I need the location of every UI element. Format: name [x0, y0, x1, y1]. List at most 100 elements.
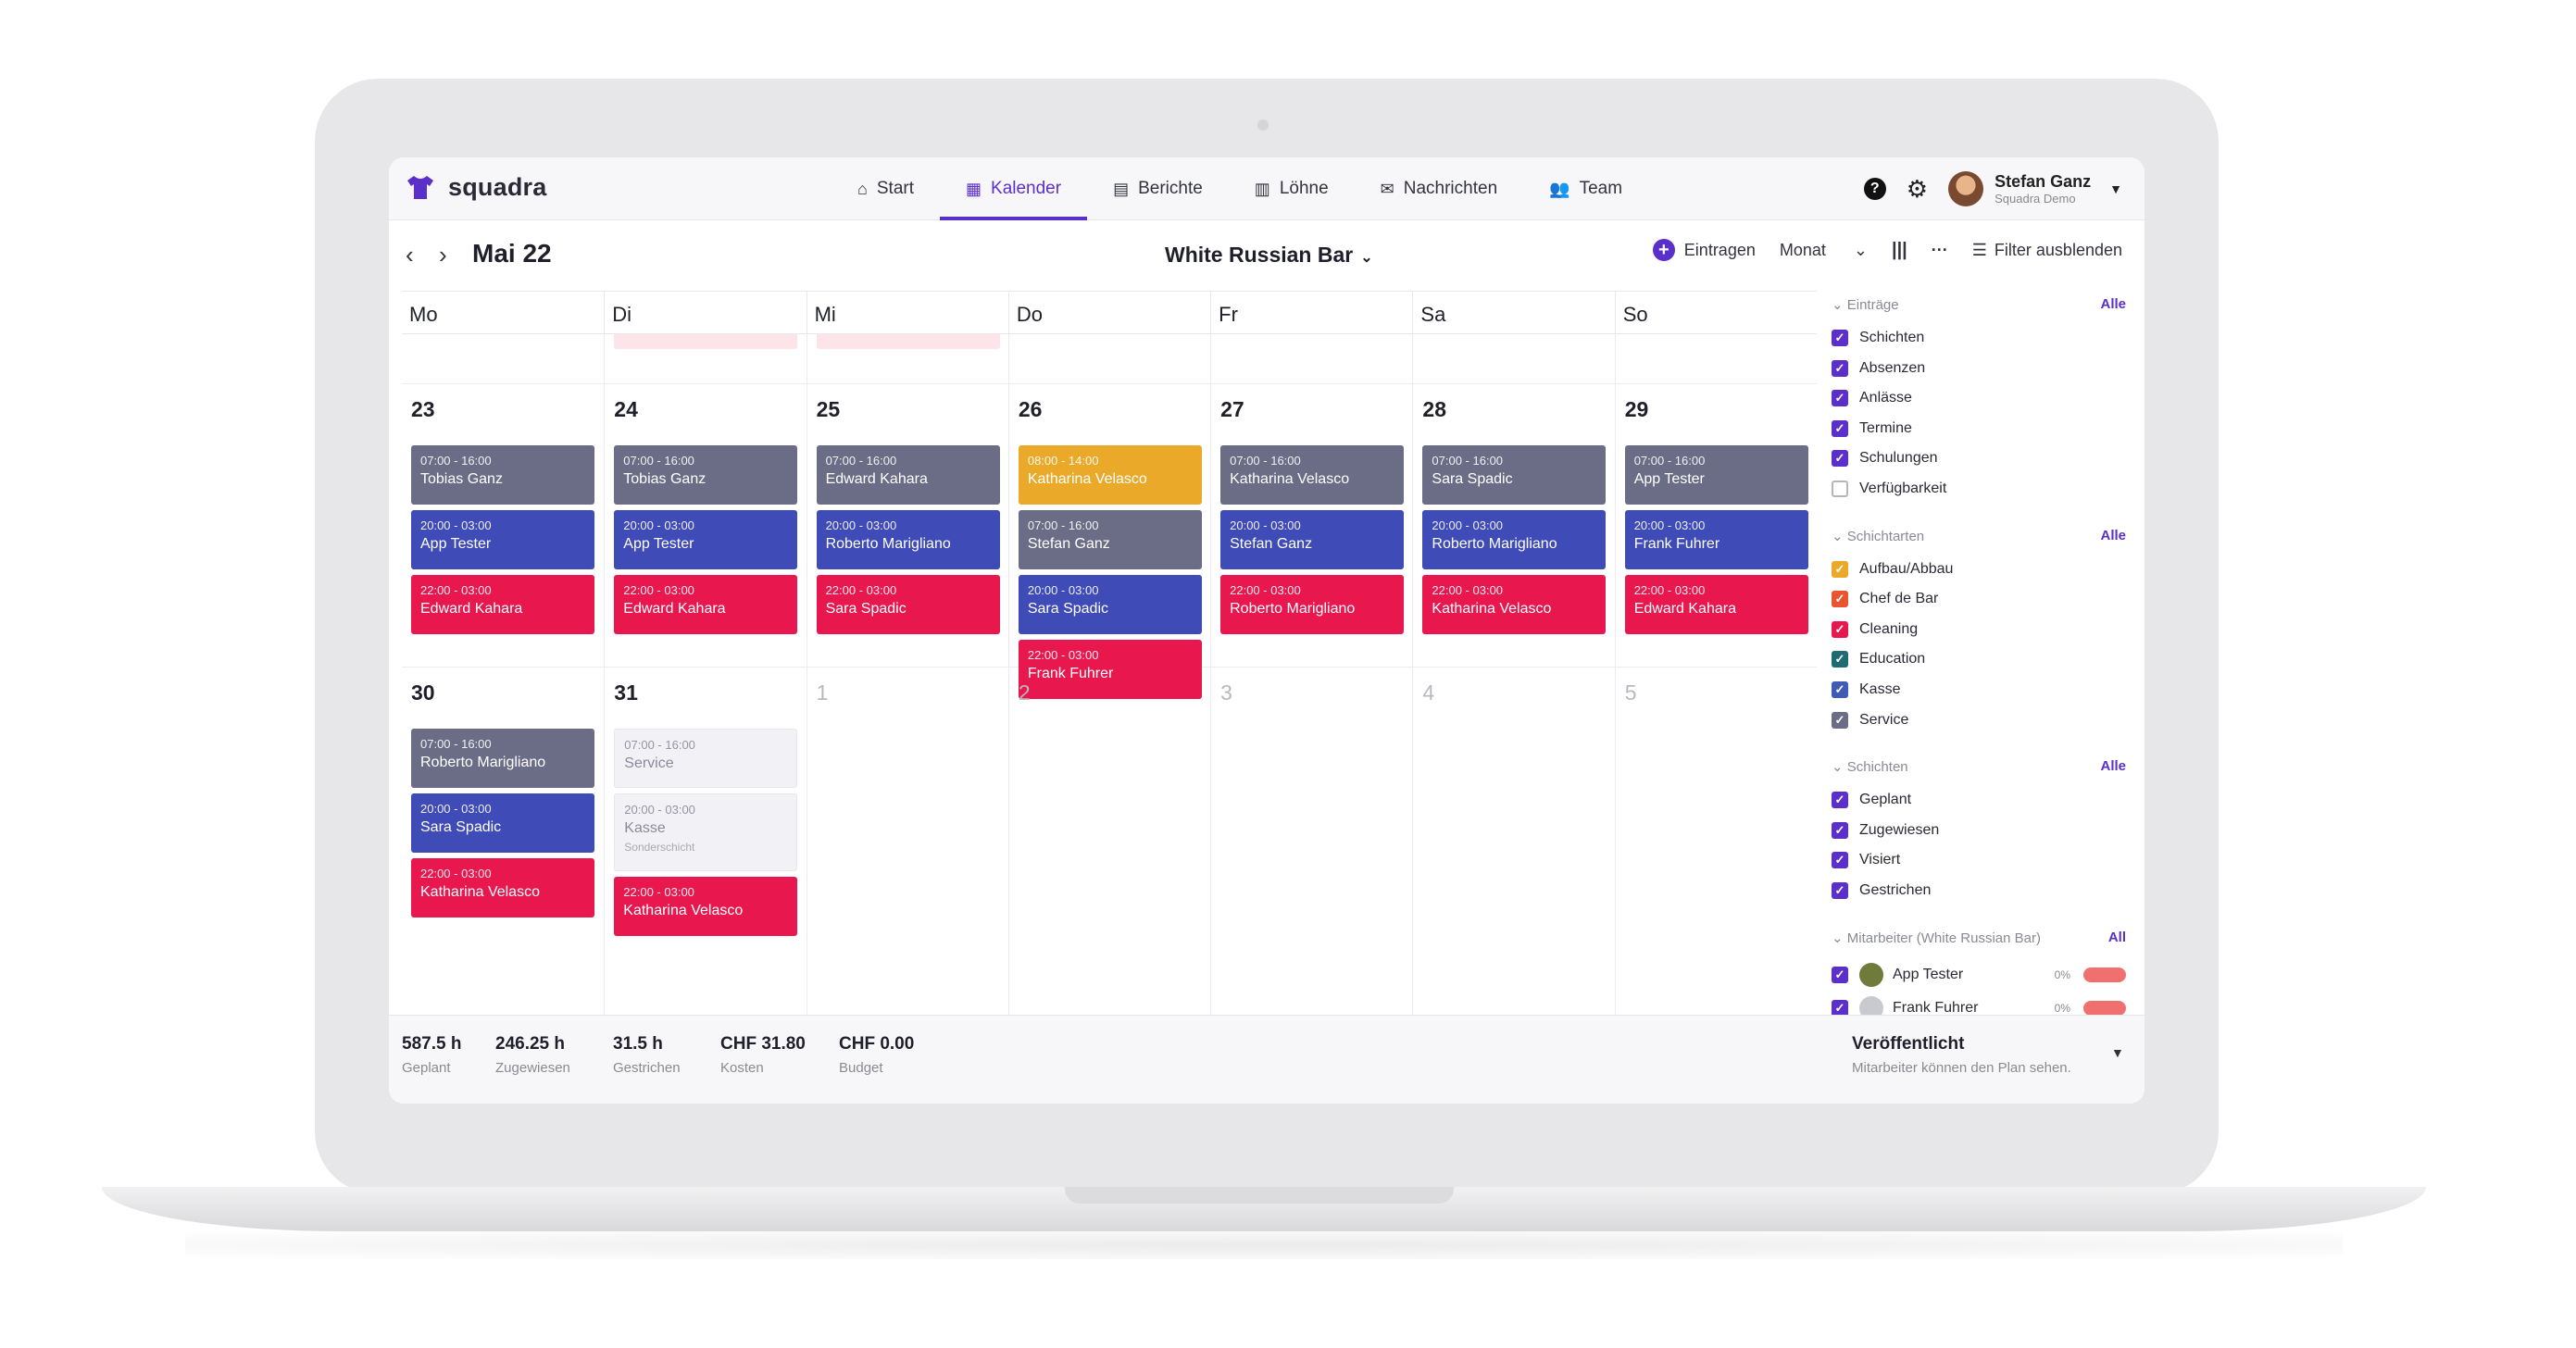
- checkbox[interactable]: ✓: [1832, 966, 1848, 983]
- checkbox[interactable]: ✓: [1832, 681, 1848, 698]
- shift-card[interactable]: 20:00 - 03:00 App Tester: [411, 510, 594, 569]
- view-select[interactable]: Monat ⌄: [1780, 241, 1868, 260]
- shift-card[interactable]: 07:00 - 16:00 Tobias Ganz: [614, 445, 798, 505]
- filter-checkbox-row[interactable]: ✓ Chef de Bar: [1832, 591, 1938, 608]
- day-cell[interactable]: 28 07:00 - 16:00 Sara Spadic 20:00 - 03:00 R…: [1412, 384, 1614, 667]
- shift-card[interactable]: 07:00 - 16:00 Stefan Ganz: [1018, 510, 1202, 569]
- caret-down-icon[interactable]: ▼: [2111, 1045, 2124, 1060]
- day-cell[interactable]: 2: [1007, 668, 1210, 1015]
- checkbox[interactable]: ✓: [1832, 792, 1848, 809]
- shift-card[interactable]: 22:00 - 03:00 Sara Spadic: [816, 575, 1000, 634]
- day-cell[interactable]: 24 07:00 - 16:00 Tobias Ganz 20:00 - 03:00 A…: [604, 384, 806, 667]
- checkbox[interactable]: ✓: [1832, 821, 1848, 839]
- filter-checkbox-row[interactable]: ✓ Schulungen: [1832, 450, 1938, 468]
- shift-card[interactable]: 22:00 - 03:00 Katharina Velasco: [411, 858, 594, 917]
- day-cell[interactable]: [604, 334, 806, 383]
- shift-card[interactable]: 07:00 - 16:00 Sara Spadic: [1422, 445, 1607, 505]
- user-menu[interactable]: Stefan Ganz Squadra Demo ▼: [1948, 171, 2122, 206]
- prev-month-icon[interactable]: ‹: [406, 241, 414, 268]
- shift-card[interactable]: 22:00 - 03:00 Katharina Velasco: [614, 877, 798, 936]
- nav-löhne[interactable]: ▥ Löhne: [1229, 157, 1355, 220]
- checkbox[interactable]: ✓: [1832, 419, 1848, 437]
- shift-card[interactable]: 22:00 - 03:00 Edward Kahara: [411, 575, 594, 634]
- select-all-link[interactable]: Alle: [2100, 758, 2126, 775]
- day-cell[interactable]: 31 07:00 - 16:00 Service 20:00 - 03:00 Kasse…: [604, 668, 806, 1015]
- filter-checkbox-row[interactable]: ✓ Zugewiesen: [1832, 821, 1939, 839]
- nav-kalender[interactable]: ▦ Kalender: [940, 157, 1088, 220]
- shift-card[interactable]: 22:00 - 03:00 Edward Kahara: [614, 575, 798, 634]
- filter-checkbox-row[interactable]: ✓ Cleaning: [1832, 620, 1918, 638]
- shift-card[interactable]: 07:00 - 16:00 App Tester: [1624, 445, 1808, 505]
- filter-section-title[interactable]: ⌄ Mitarbeiter (White Russian Bar): [1832, 930, 2041, 946]
- filter-checkbox-row[interactable]: ✓ Gestrichen: [1832, 882, 1931, 899]
- shift-card[interactable]: 07:00 - 16:00 Katharina Velasco: [1220, 445, 1405, 505]
- shift-card[interactable]: 22:00 - 03:00 Roberto Marigliano: [1220, 575, 1405, 634]
- nav-berichte[interactable]: ▤ Berichte: [1087, 157, 1229, 220]
- checkbox[interactable]: ✓: [1832, 882, 1848, 899]
- day-cell[interactable]: [402, 334, 604, 383]
- checkbox[interactable]: [1832, 481, 1848, 497]
- columns-icon[interactable]: |||: [1891, 239, 1907, 260]
- day-cell[interactable]: 30 07:00 - 16:00 Roberto Marigliano 20:00 -…: [402, 668, 604, 1015]
- shift-card[interactable]: 20:00 - 03:00 Roberto Marigliano: [1422, 510, 1607, 569]
- day-cell[interactable]: 23 07:00 - 16:00 Tobias Ganz 20:00 - 03:00 A…: [402, 384, 604, 667]
- venue-select[interactable]: White Russian Bar ⌄: [1165, 243, 1373, 268]
- shift-card[interactable]: 20:00 - 03:00 Kasse Sonderschicht: [614, 793, 798, 871]
- day-cell[interactable]: 26 08:00 - 14:00 Katharina Velasco 07:00 - …: [1007, 384, 1210, 699]
- shift-card[interactable]: 22:00 - 03:00 Frank Fuhrer: [1018, 640, 1202, 699]
- filter-checkbox-row[interactable]: Verfügbarkeit: [1832, 481, 1946, 497]
- shift-card[interactable]: 22:00 - 03:00 Katharina Velasco: [1422, 575, 1607, 634]
- filter-section-title[interactable]: ⌄ Schichten: [1832, 758, 1908, 775]
- publish-status[interactable]: Veröffentlicht Mitarbeiter können den Pl…: [1852, 1034, 2071, 1076]
- filter-checkbox-row[interactable]: ✓ Schichten: [1832, 330, 1924, 346]
- shift-card[interactable]: 08:00 - 14:00 Katharina Velasco: [1018, 445, 1202, 505]
- add-entry-button[interactable]: + Eintragen: [1652, 239, 1756, 261]
- filter-checkbox-row[interactable]: ✓ Geplant: [1832, 792, 1911, 809]
- filter-toggle-button[interactable]: ☰ Filter ausblenden: [1972, 241, 2122, 260]
- checkbox[interactable]: ✓: [1832, 852, 1848, 869]
- filter-checkbox-row[interactable]: ✓ Absenzen: [1832, 359, 1925, 377]
- filter-checkbox-row[interactable]: ✓ Termine: [1832, 419, 1912, 437]
- filter-section-title[interactable]: ⌄ Einträge: [1832, 296, 1899, 313]
- shift-card[interactable]: 20:00 - 03:00 Frank Fuhrer: [1624, 510, 1808, 569]
- gear-icon[interactable]: ⚙: [1906, 174, 1929, 203]
- day-cell[interactable]: 27 07:00 - 16:00 Katharina Velasco 20:00 - …: [1210, 384, 1412, 667]
- day-cell[interactable]: 25 07:00 - 16:00 Edward Kahara 20:00 - 03:0…: [806, 384, 1008, 667]
- day-cell[interactable]: [806, 334, 1008, 383]
- checkbox[interactable]: ✓: [1832, 999, 1848, 1015]
- shift-card[interactable]: 22:00 - 03:00 Edward Kahara: [1624, 575, 1808, 634]
- nav-nachrichten[interactable]: ✉ Nachrichten: [1355, 157, 1523, 220]
- select-all-link[interactable]: All: [2107, 929, 2126, 945]
- select-all-link[interactable]: Alle: [2100, 527, 2126, 543]
- checkbox[interactable]: ✓: [1832, 711, 1848, 729]
- day-cell[interactable]: [1614, 334, 1817, 383]
- employee-row[interactable]: ✓ App Tester 0%: [1832, 962, 2126, 987]
- shift-card[interactable]: 20:00 - 03:00 Sara Spadic: [1018, 575, 1202, 634]
- shift-card[interactable]: 20:00 - 03:00 Sara Spadic: [411, 793, 594, 853]
- shift-card[interactable]: 07:00 - 16:00 Roberto Marigliano: [411, 729, 594, 788]
- shift-card[interactable]: 07:00 - 16:00 Edward Kahara: [816, 445, 1000, 505]
- nav-start[interactable]: ⌂ Start: [832, 157, 940, 220]
- filter-section-title[interactable]: ⌄ Schichtarten: [1832, 528, 1924, 544]
- select-all-link[interactable]: Alle: [2100, 296, 2126, 312]
- more-icon[interactable]: ···: [1931, 240, 1948, 259]
- day-cell[interactable]: 4: [1412, 668, 1614, 1015]
- day-cell[interactable]: 3: [1210, 668, 1412, 1015]
- checkbox[interactable]: ✓: [1832, 560, 1848, 578]
- previous-shift-overflow[interactable]: [816, 334, 1000, 349]
- filter-checkbox-row[interactable]: ✓ Aufbau/Abbau: [1832, 560, 1953, 578]
- day-cell[interactable]: 1: [806, 668, 1008, 1015]
- checkbox[interactable]: ✓: [1832, 330, 1848, 346]
- employee-row[interactable]: ✓ Frank Fuhrer 0%: [1832, 995, 2126, 1015]
- filter-checkbox-row[interactable]: ✓ Anlässe: [1832, 390, 1912, 407]
- shift-card[interactable]: 07:00 - 16:00 Tobias Ganz: [411, 445, 594, 505]
- previous-shift-overflow[interactable]: [614, 334, 798, 349]
- day-cell[interactable]: [1210, 334, 1412, 383]
- shift-card[interactable]: 20:00 - 03:00 App Tester: [614, 510, 798, 569]
- checkbox[interactable]: ✓: [1832, 390, 1848, 407]
- filter-checkbox-row[interactable]: ✓ Education: [1832, 651, 1925, 668]
- day-cell[interactable]: [1007, 334, 1210, 383]
- checkbox[interactable]: ✓: [1832, 651, 1848, 668]
- caret-down-icon[interactable]: ▼: [2109, 181, 2122, 196]
- filter-checkbox-row[interactable]: ✓ Service: [1832, 711, 1908, 729]
